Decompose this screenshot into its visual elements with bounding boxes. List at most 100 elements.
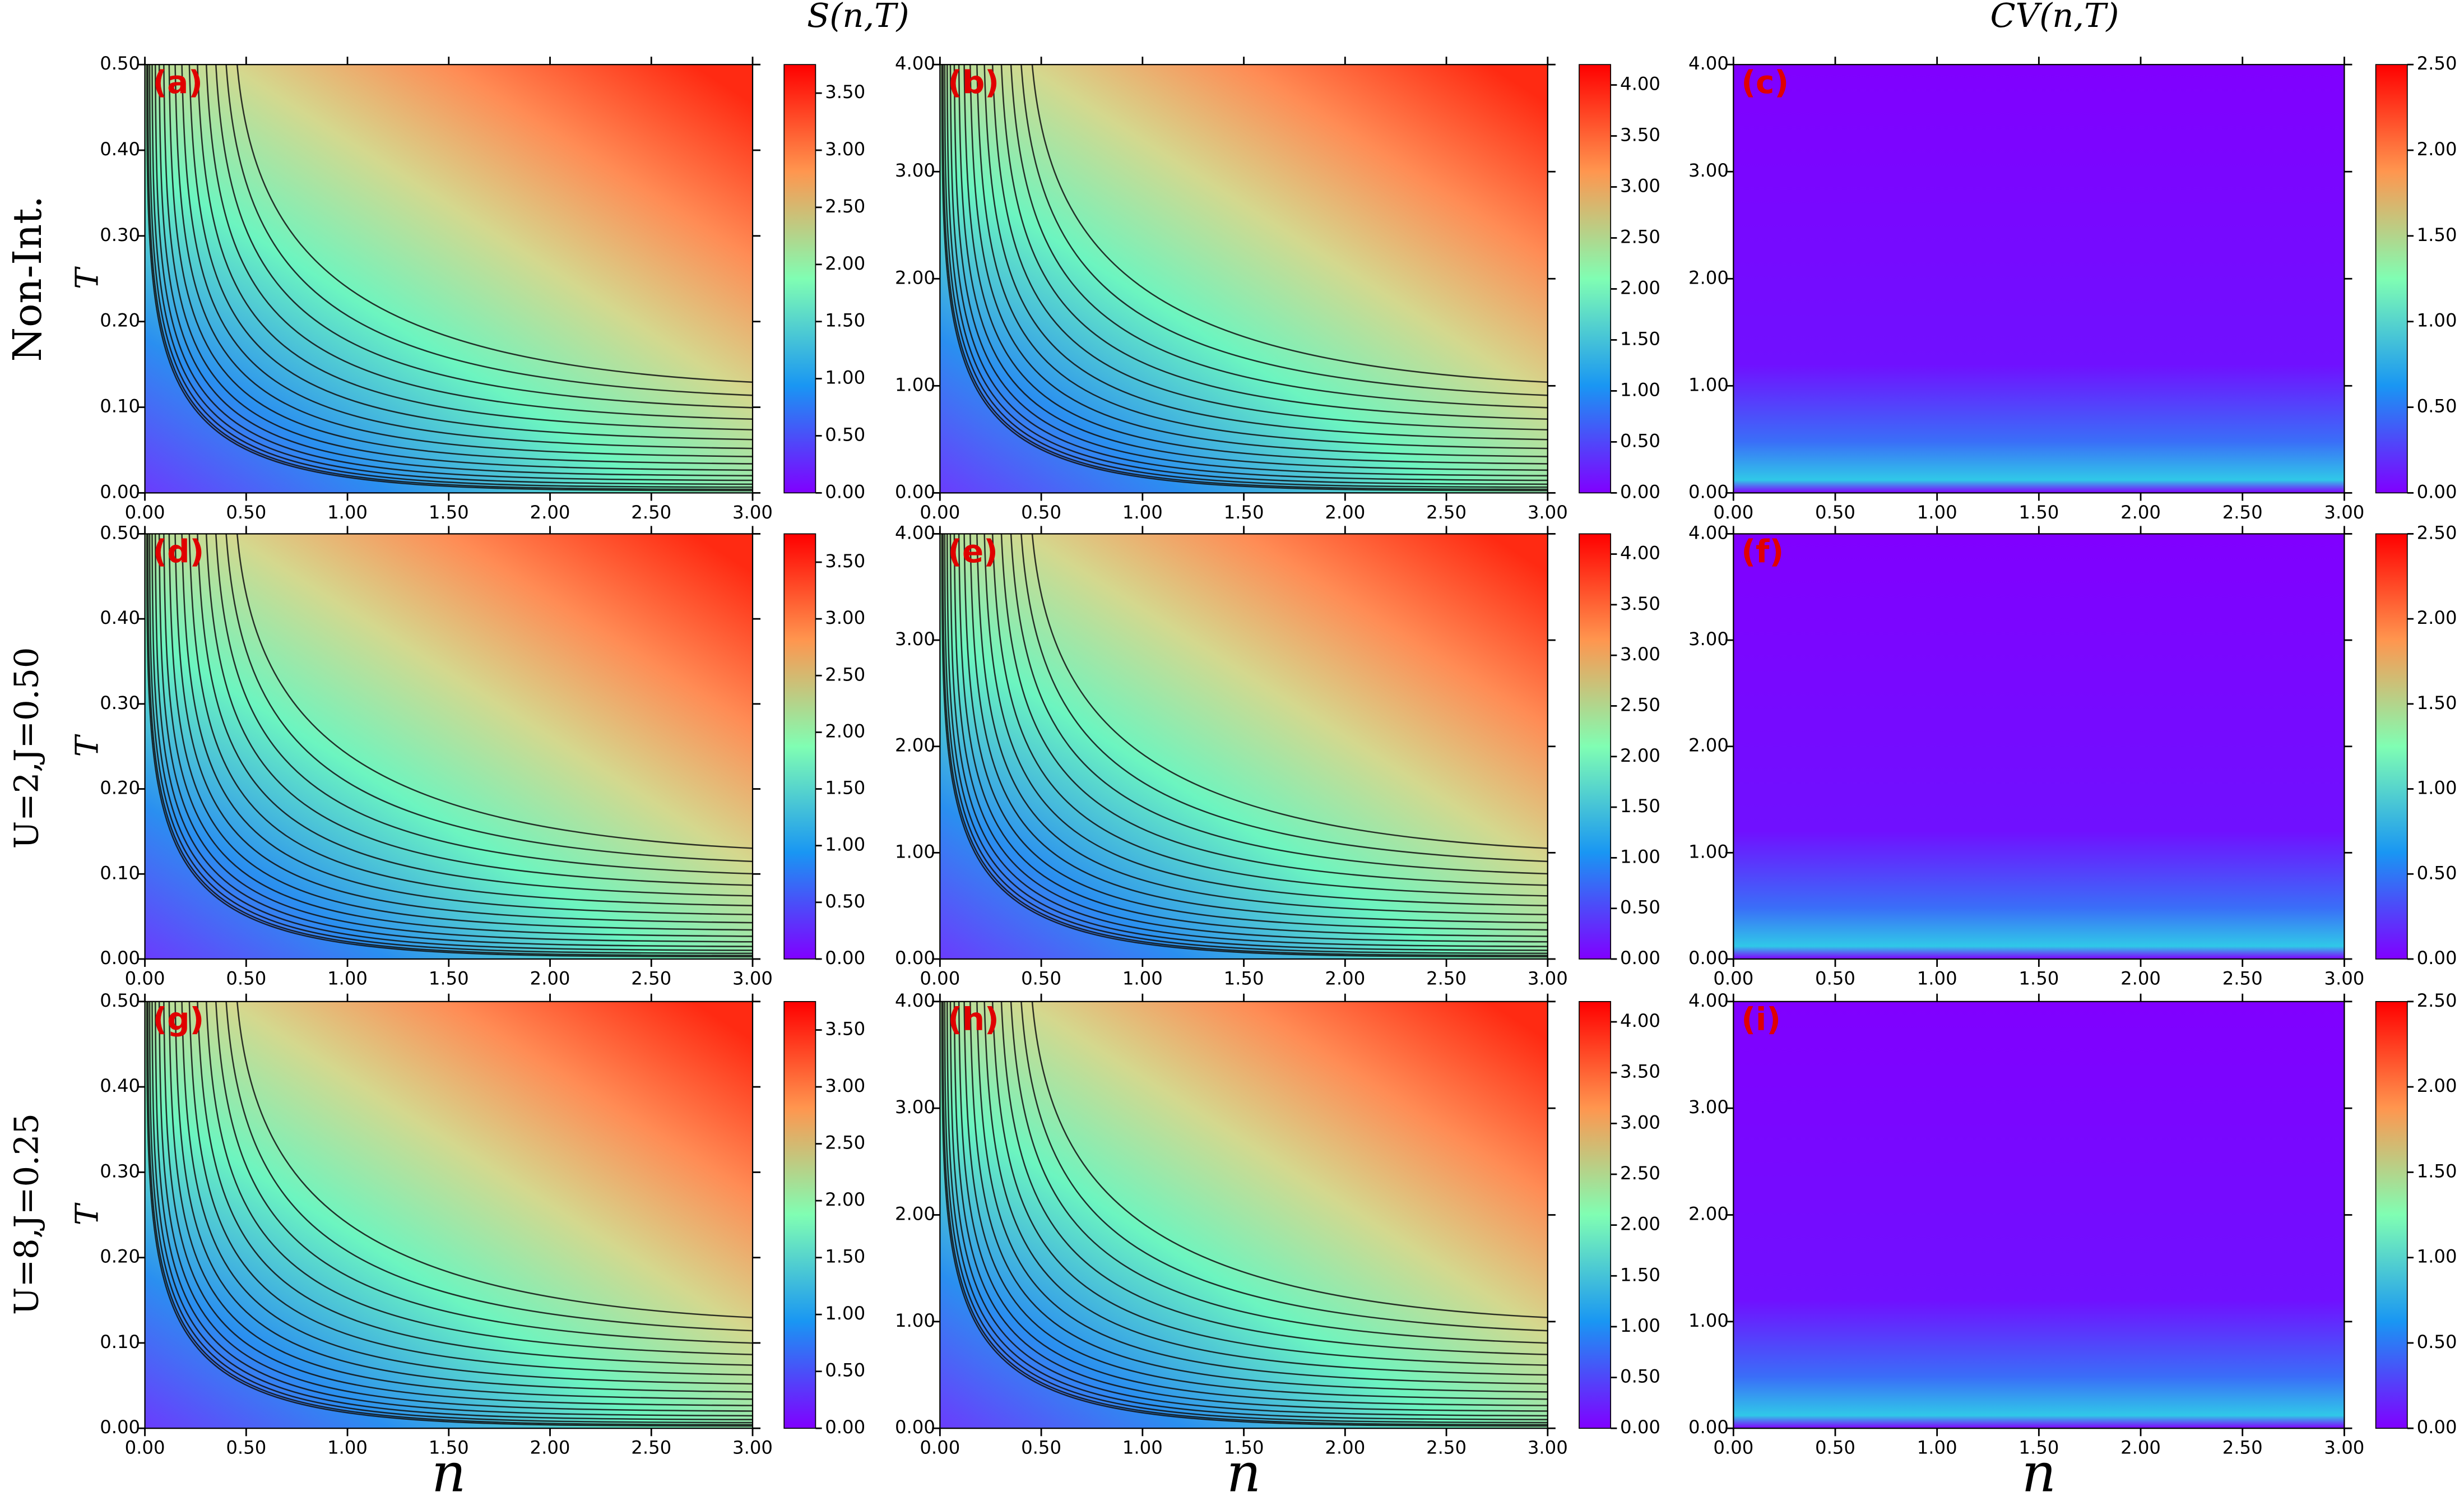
contour-line: [163, 534, 753, 937]
panel-label: (g): [153, 1001, 205, 1038]
colorbar: [1579, 533, 1612, 960]
colorbar-tick-label: 2.50: [2417, 990, 2457, 1011]
colorbar-tick-label: 2.00: [1620, 1214, 1660, 1235]
heatmap-field: [145, 1001, 753, 1429]
contour-line: [958, 534, 1548, 937]
x-tick-label: 1.00: [327, 1437, 368, 1458]
contour-line: [205, 1001, 753, 1355]
heatmap-field: [940, 534, 1548, 959]
colorbar-tick-label: 3.50: [825, 81, 865, 103]
contour-line: [168, 1001, 753, 1400]
x-tick-label: 1.00: [1917, 967, 1957, 989]
colorbar-tick-label: 2.00: [2417, 607, 2457, 628]
x-tick-label: 2.50: [2222, 502, 2263, 523]
contour-line: [149, 1001, 753, 1424]
x-tick-label: 0.00: [920, 1437, 960, 1458]
colorbar-tick-label: 0.50: [825, 424, 865, 445]
x-tick-label: 1.50: [1224, 502, 1264, 523]
panel-label: (c): [1741, 64, 1789, 101]
contour-line: [154, 534, 753, 947]
x-tick-label: 0.50: [1815, 502, 1855, 523]
column-title: CV(n,T): [1990, 0, 2119, 35]
contour-line: [941, 534, 1548, 958]
contour-line: [1010, 64, 1548, 409]
y-tick-label: 2.00: [895, 1203, 935, 1225]
colorbar: [783, 533, 816, 960]
colorbar-tick-label: 1.50: [825, 777, 865, 799]
colorbar-tick-label: 3.00: [1620, 1111, 1660, 1133]
colorbar-tick-label: 0.00: [825, 947, 865, 969]
contour-line: [942, 1001, 1548, 1426]
contour-line: [174, 64, 753, 457]
contour-line: [168, 534, 753, 931]
colorbar-tick-label: 0.50: [2417, 862, 2457, 883]
heatmap-field: [940, 1001, 1548, 1429]
x-axis-label: n: [431, 1442, 466, 1496]
contour-line: [188, 1001, 753, 1376]
contour-line: [146, 64, 753, 492]
y-tick-label: 0.30: [100, 692, 140, 714]
y-tick-label: 4.00: [1688, 53, 1729, 74]
colorbar-tick-label: 0.00: [1620, 481, 1660, 502]
y-tick-label: 0.10: [100, 862, 140, 883]
y-tick-label: 1.00: [895, 374, 935, 395]
contour-line: [991, 1001, 1548, 1366]
heatmap-field: [145, 64, 753, 493]
y-axis-label: T: [69, 266, 105, 289]
contour-line: [976, 534, 1548, 916]
colorbar-tick-label: 2.50: [1620, 1162, 1660, 1184]
x-tick-label: 2.00: [530, 967, 570, 989]
y-tick-label: 4.00: [895, 990, 935, 1011]
contour-line: [941, 1001, 1548, 1427]
colorbar: [1579, 64, 1612, 494]
contour-line: [205, 64, 753, 420]
colorbar-tick-label: 0.00: [2417, 481, 2457, 502]
contour-line: [953, 64, 1548, 476]
y-tick-label: 0.00: [895, 481, 935, 502]
y-tick-label: 2.00: [895, 735, 935, 756]
colorbar-tick-label: 2.50: [825, 664, 865, 685]
x-tick-label: 0.50: [1021, 502, 1061, 523]
x-tick-label: 2.00: [1325, 1437, 1365, 1458]
contour-line: [147, 534, 753, 956]
colorbar-tick-label: 2.50: [825, 196, 865, 217]
y-tick-label: 0.20: [100, 777, 140, 799]
colorbar-tick-label: 1.00: [825, 367, 865, 388]
colorbar-tick-label: 3.00: [1620, 643, 1660, 665]
x-tick-label: 0.00: [1713, 502, 1753, 523]
x-tick-label: 1.50: [429, 502, 469, 523]
colorbar-tick-label: 2.50: [2417, 53, 2457, 74]
x-tick-label: 2.50: [1426, 967, 1467, 989]
x-tick-label: 1.00: [1917, 502, 1957, 523]
colorbar-tick-label: 0.00: [825, 481, 865, 502]
contour-line: [215, 64, 753, 409]
x-tick-label: 1.50: [2018, 502, 2059, 523]
colorbar-tick-label: 1.50: [2417, 692, 2457, 714]
heatmap-field: [1733, 64, 2345, 493]
colorbar-tick-label: 4.00: [1620, 543, 1660, 564]
colorbar: [783, 64, 816, 494]
contour-line: [946, 1001, 1548, 1420]
colorbar-tick-label: 1.00: [2417, 1246, 2457, 1267]
contour-line: [963, 1001, 1548, 1400]
y-axis-label: T: [69, 1202, 105, 1225]
x-tick-label: 0.50: [1815, 967, 1855, 989]
x-tick-label: 3.00: [2324, 967, 2364, 989]
colorbar-tick-label: 0.50: [825, 891, 865, 912]
x-tick-label: 2.00: [530, 1437, 570, 1458]
y-tick-label: 1.00: [1688, 841, 1729, 862]
contour-line: [949, 64, 1548, 481]
colorbar-tick-label: 0.00: [2417, 1416, 2457, 1438]
colorbar-tick-label: 3.50: [1620, 1061, 1660, 1082]
y-tick-label: 0.20: [100, 1246, 140, 1267]
colorbar-tick-label: 2.50: [2417, 522, 2457, 543]
contour-line: [949, 534, 1548, 947]
contour-line: [946, 534, 1548, 951]
colorbar-tick-label: 1.50: [825, 310, 865, 331]
y-tick-label: 0.10: [100, 1331, 140, 1353]
contour-line: [946, 64, 1548, 485]
x-tick-label: 1.50: [2018, 967, 2059, 989]
colorbar-tick-label: 3.00: [1620, 175, 1660, 197]
colorbar: [2375, 1001, 2408, 1429]
